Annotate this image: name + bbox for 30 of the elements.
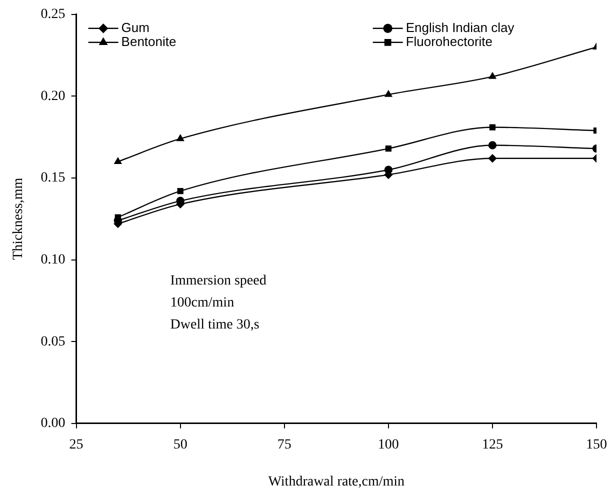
x-tick-label: 100 bbox=[378, 437, 399, 452]
x-tick-label: 75 bbox=[277, 437, 292, 452]
point bbox=[114, 158, 122, 164]
point bbox=[385, 145, 392, 152]
annotation: Immersion speed bbox=[170, 273, 266, 288]
y-tick-label: 0.05 bbox=[40, 334, 66, 350]
x-tick-label: 50 bbox=[173, 437, 188, 452]
point bbox=[488, 141, 497, 150]
y-tick-label: 0.25 bbox=[40, 7, 66, 22]
annotation: Dwell time 30,s bbox=[170, 317, 260, 332]
y-tick-label: 0.10 bbox=[40, 252, 66, 268]
y-tick-label: 0.00 bbox=[40, 416, 66, 432]
point bbox=[489, 124, 496, 130]
legend-label: Bentonite bbox=[121, 34, 176, 49]
x-tick-label: 125 bbox=[482, 437, 503, 452]
legend-label: English Indian clay bbox=[406, 20, 515, 35]
x-axis-title: Withdrawal rate,cm/min bbox=[268, 474, 405, 490]
x-tick-label: 25 bbox=[69, 437, 84, 452]
y-tick-label: 0.15 bbox=[40, 170, 66, 186]
legend-label: Fluorohectorite bbox=[406, 34, 493, 49]
point bbox=[384, 90, 392, 97]
legend-label: Gum bbox=[121, 20, 150, 35]
x-tick-label: 150 bbox=[586, 437, 607, 452]
point bbox=[488, 72, 496, 79]
y-tick-label: 0.20 bbox=[40, 88, 66, 104]
annotation: 100cm/min bbox=[170, 295, 234, 310]
point bbox=[176, 134, 184, 142]
point bbox=[177, 188, 184, 194]
point bbox=[488, 154, 497, 162]
y-axis-title: Thickness,mm bbox=[11, 178, 26, 260]
